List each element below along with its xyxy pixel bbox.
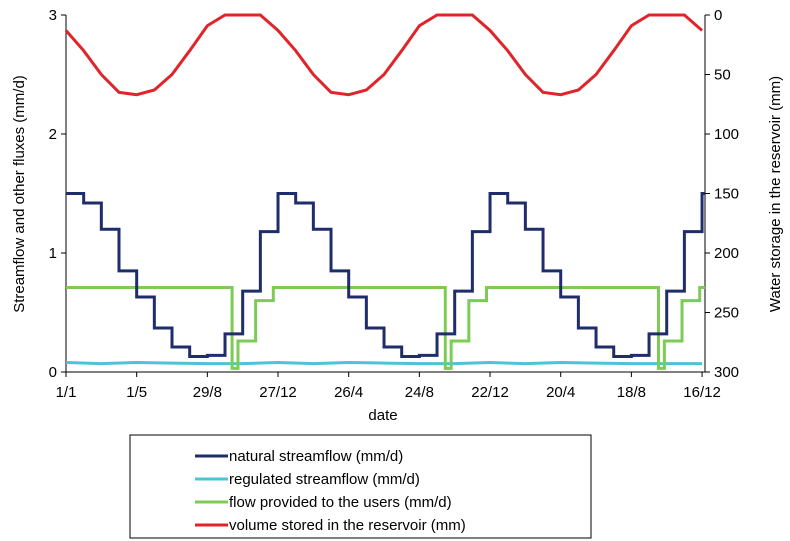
x-tick-label: 22/12 <box>471 384 509 401</box>
left-axis: 0 1 2 3 <box>49 7 66 381</box>
left-axis-title: Streamflow and other fluxes (mm/d) <box>11 75 28 313</box>
plot-frame <box>65 15 706 373</box>
legend-label: natural streamflow (mm/d) <box>229 448 403 465</box>
x-tick-label: 27/12 <box>259 384 297 401</box>
x-tick-label: 18/8 <box>617 384 646 401</box>
left-tick-label: 0 <box>49 364 57 381</box>
x-axis-title: date <box>368 407 397 424</box>
legend-label: flow provided to the users (mm/d) <box>229 494 452 511</box>
legend-box <box>129 434 592 539</box>
right-tick-label: 300 <box>714 364 739 381</box>
series-line <box>66 286 705 370</box>
right-tick-label: 100 <box>714 126 739 143</box>
x-tick-label: 1/5 <box>126 384 147 401</box>
legend-items: natural streamflow (mm/d) regulated strea… <box>195 448 466 534</box>
x-tick-label: 1/1 <box>56 384 77 401</box>
right-tick-label: 250 <box>714 305 739 322</box>
right-tick-label: 200 <box>714 245 739 262</box>
left-tick-label: 3 <box>49 7 57 24</box>
series-line <box>65 360 703 366</box>
series-line <box>66 192 705 359</box>
right-axis: 0 50 100 150 200 250 300 <box>705 7 739 381</box>
left-tick-label: 1 <box>49 245 57 262</box>
legend-label: regulated streamflow (mm/d) <box>229 471 420 488</box>
series-layer <box>64 13 705 370</box>
right-tick-label: 150 <box>714 186 739 203</box>
x-tick-label: 20/4 <box>546 384 575 401</box>
right-tick-label: 50 <box>714 67 731 84</box>
x-tick-label: 16/12 <box>683 384 721 401</box>
left-tick-label: 2 <box>49 126 57 143</box>
x-tick-label: 24/8 <box>405 384 434 401</box>
x-axis: 1/1 1/5 29/8 27/12 26/4 24/8 22/12 20/4 18/8 16/1… <box>56 372 721 401</box>
right-tick-label: 0 <box>714 7 722 24</box>
right-axis-title: Water storage in the reservoir (mm) <box>767 76 784 312</box>
legend-label: volume stored in the reservoir (mm) <box>229 517 466 534</box>
x-tick-label: 29/8 <box>193 384 222 401</box>
x-tick-label: 26/4 <box>334 384 363 401</box>
legend: natural streamflow (mm/d) regulated strea… <box>129 434 592 539</box>
series-line <box>64 13 704 97</box>
